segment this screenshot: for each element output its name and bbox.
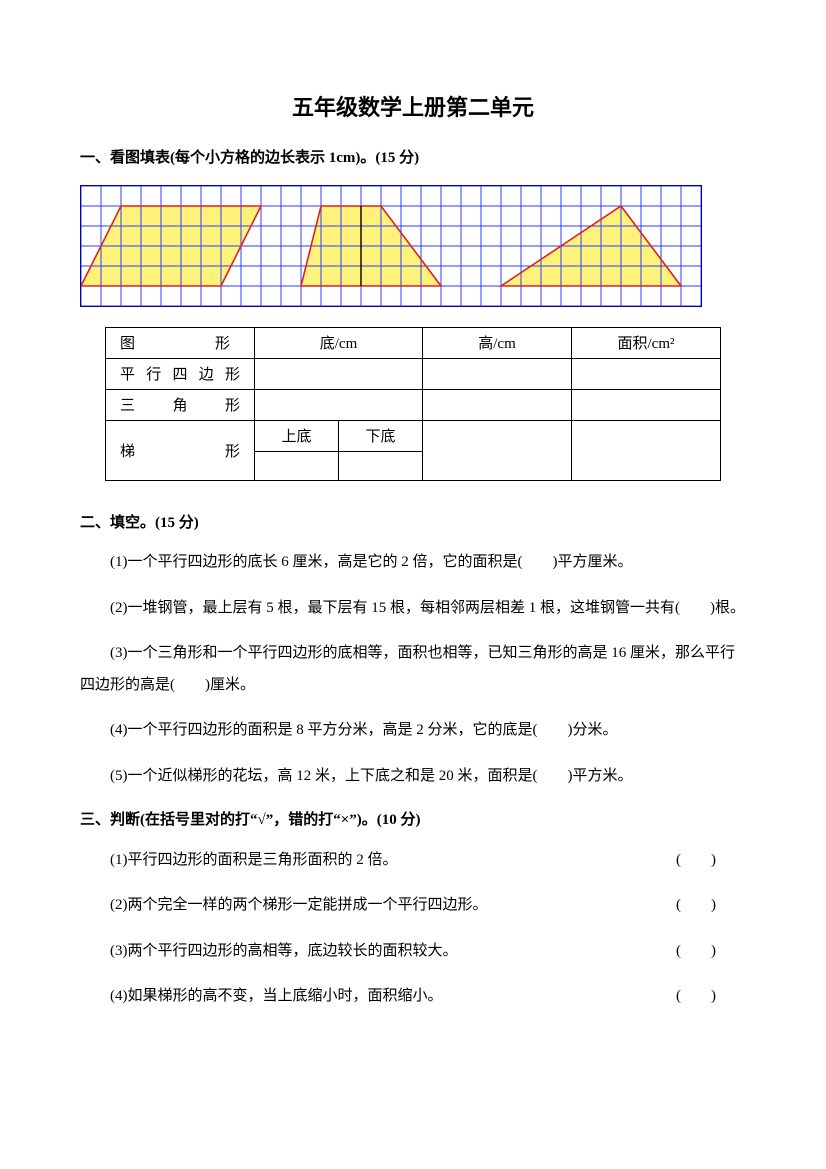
cell-blank: [572, 389, 721, 420]
section2-heading: 二、填空。(15 分): [80, 509, 746, 538]
fill-item-1: (1)一个平行四边形的底长 6 厘米，高是它的 2 倍，它的面积是( )平方厘米…: [80, 547, 746, 579]
row-parallelogram-label: 平行四边形: [106, 358, 255, 389]
cell-blank: [423, 420, 572, 480]
judge-bracket: ( ): [676, 936, 746, 968]
th-height: 高/cm: [423, 327, 572, 358]
judge-item-4: (4)如果梯形的高不变，当上底缩小时，面积缩小。 ( ): [80, 981, 746, 1013]
section3-heading: 三、判断(在括号里对的打“√”，错的打“×”)。(10 分): [80, 806, 746, 835]
judge-bracket: ( ): [676, 845, 746, 877]
cell-blank: [572, 358, 721, 389]
cell-blank: [255, 358, 423, 389]
page-title: 五年级数学上册第二单元: [80, 90, 746, 122]
th-base: 底/cm: [255, 327, 423, 358]
shapes-grid-figure: [80, 185, 702, 307]
fill-item-4: (4)一个平行四边形的面积是 8 平方分米，高是 2 分米，它的底是( )分米。: [80, 715, 746, 747]
cell-blank: [255, 389, 423, 420]
row-triangle-label: 三 角 形: [106, 389, 255, 420]
cell-blank: [423, 358, 572, 389]
worksheet-page: 五年级数学上册第二单元 一、看图填表(每个小方格的边长表示 1cm)。(15 分…: [0, 0, 826, 1169]
judge-item-3: (3)两个平行四边形的高相等，底边较长的面积较大。 ( ): [80, 936, 746, 968]
sub-top-base: 上底: [255, 420, 339, 451]
th-shape: 图 形: [106, 327, 255, 358]
answer-table: 图 形 底/cm 高/cm 面积/cm² 平行四边形 三 角 形 梯 形 上底 …: [105, 327, 721, 481]
fill-item-3: (3)一个三角形和一个平行四边形的底相等，面积也相等，已知三角形的高是 16 厘…: [80, 638, 746, 701]
judge-item-2: (2)两个完全一样的两个梯形一定能拼成一个平行四边形。 ( ): [80, 890, 746, 922]
th-area: 面积/cm²: [572, 327, 721, 358]
section1-heading: 一、看图填表(每个小方格的边长表示 1cm)。(15 分): [80, 144, 746, 173]
fill-item-2: (2)一堆钢管，最上层有 5 根，最下层有 15 根，每相邻两层相差 1 根，这…: [80, 593, 746, 625]
cell-blank: [255, 451, 339, 480]
judge-bracket: ( ): [676, 981, 746, 1013]
judge-bracket: ( ): [676, 890, 746, 922]
sub-bottom-base: 下底: [339, 420, 423, 451]
cell-blank: [572, 420, 721, 480]
fill-item-5: (5)一个近似梯形的花坛，高 12 米，上下底之和是 20 米，面积是( )平方…: [80, 761, 746, 793]
cell-blank: [423, 389, 572, 420]
cell-blank: [339, 451, 423, 480]
row-trapezoid-label: 梯 形: [106, 420, 255, 480]
judge-item-1: (1)平行四边形的面积是三角形面积的 2 倍。 ( ): [80, 845, 746, 877]
